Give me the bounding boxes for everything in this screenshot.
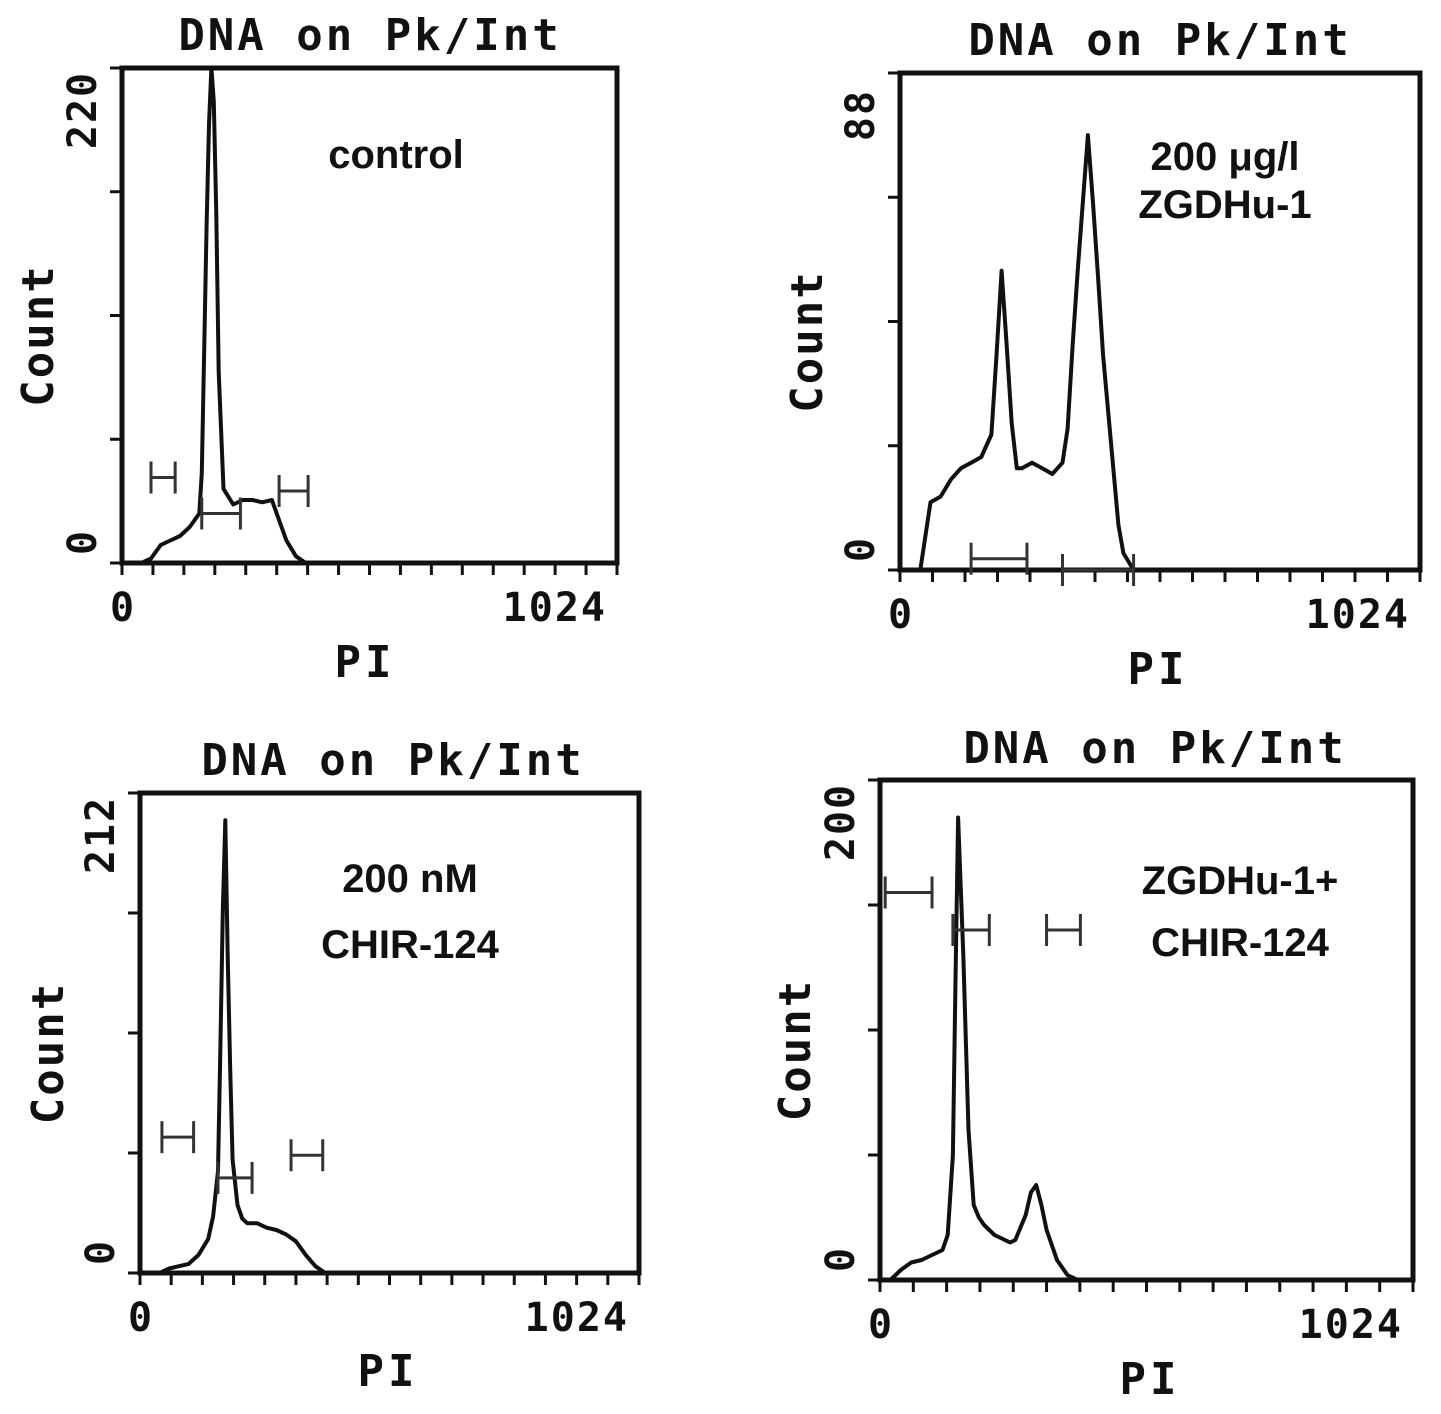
condition-label: CHIR-124	[321, 923, 500, 967]
x-axis-label: PI	[358, 1346, 419, 1397]
y-tick-label-max: 220	[60, 71, 106, 149]
panel-1: DNA on Pk/Int 0 1024 0 220 PI Count control	[13, 10, 620, 688]
y-tick-label-min: 0	[78, 1241, 124, 1265]
condition-label: ZGDHu-1+	[1142, 859, 1339, 903]
y-tick-label-min: 0	[818, 1248, 864, 1272]
gate-marker	[1061, 554, 1136, 586]
panel-title: DNA on Pk/Int	[201, 735, 584, 786]
y-axis-label: Count	[23, 982, 74, 1124]
x-tick-label-max: 1024	[1306, 592, 1410, 638]
panel-3: DNA on Pk/Int 0 1024 0 212 PI Count 200 nM CHIR-…	[23, 735, 642, 1397]
condition-label: CHIR-124	[1151, 921, 1330, 965]
y-tick-label-max: 212	[78, 796, 124, 874]
gate-marker	[149, 461, 177, 494]
x-tick-label-min: 0	[868, 1302, 892, 1348]
gate-marker	[1045, 914, 1082, 946]
y-axis-label: Count	[782, 270, 833, 412]
condition-label: 200 nM	[342, 857, 478, 901]
histogram-trace	[900, 133, 1420, 572]
y-tick-label-max: 88	[838, 89, 884, 141]
gate-marker	[216, 1161, 254, 1194]
x-tick-label-max: 1024	[503, 585, 607, 631]
histogram-trace	[880, 815, 1413, 1282]
gate-marker	[277, 475, 310, 507]
gate-marker	[969, 542, 1029, 575]
y-tick-label-min: 0	[60, 531, 106, 555]
x-tick-label-min: 0	[888, 592, 912, 638]
y-axis-label: Count	[770, 979, 821, 1121]
y-tick-label-min: 0	[838, 538, 884, 562]
condition-label: ZGDHu-1	[1138, 183, 1311, 227]
gate-marker	[883, 876, 934, 909]
panel-4: DNA on Pk/Int 0 1024 0 200 PI Count ZGDHu-1+ CHI…	[770, 723, 1416, 1405]
x-axis-label: PI	[1120, 1354, 1181, 1405]
x-axis-label: PI	[335, 637, 396, 688]
panel-2: DNA on Pk/Int 0 1024 0 88 PI Count 200 μg/lZGDH…	[782, 15, 1423, 695]
x-tick-label-max: 1024	[525, 1295, 629, 1341]
gate-marker	[200, 497, 242, 530]
x-tick-label-min: 0	[110, 585, 134, 631]
panel-title: DNA on Pk/Int	[178, 10, 561, 61]
panel-title: DNA on Pk/Int	[963, 723, 1346, 774]
histogram-trace	[122, 66, 617, 565]
histogram-trace	[140, 818, 639, 1275]
gate-marker	[951, 914, 991, 946]
y-axis-label: Count	[13, 264, 64, 406]
gate-marker	[160, 1121, 196, 1154]
condition-label: 200 μg/l	[1151, 135, 1300, 179]
gate-marker	[289, 1139, 325, 1172]
x-tick-label-min: 0	[128, 1295, 152, 1341]
condition-label: control	[328, 133, 464, 177]
y-tick-label-max: 200	[818, 783, 864, 861]
x-axis-label: PI	[1128, 644, 1189, 695]
panel-title: DNA on Pk/Int	[968, 15, 1351, 66]
x-tick-label-max: 1024	[1299, 1302, 1403, 1348]
